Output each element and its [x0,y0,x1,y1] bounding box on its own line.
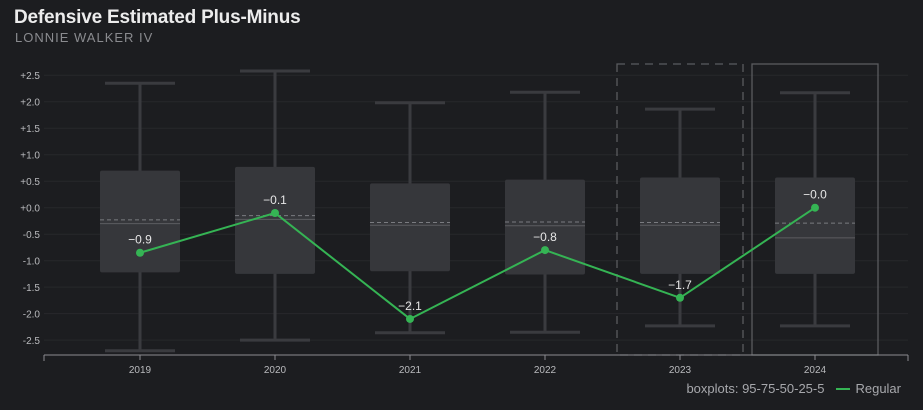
boxplot-2019 [100,81,180,353]
boxplot-2021 [370,101,450,335]
data-label: −2.1 [398,299,422,313]
data-point [406,314,414,323]
x-tick-label: 2022 [534,365,557,376]
data-label: −0.8 [533,230,557,244]
y-tick-label: +2.5 [20,71,40,82]
box [505,179,585,275]
series-line [139,206,816,321]
y-tick-label: +1.0 [20,151,40,162]
legend-swatch-regular [836,387,851,390]
series-regular [136,203,819,323]
y-tick-label: -1.0 [23,257,41,268]
y-tick-label: -1.5 [23,283,41,294]
data-labels: −0.9 −0.1 −2.1 −0.8 −1.7 −0.0 [128,188,827,313]
y-tick-label: +2.0 [20,98,40,109]
legend-label-regular: Regular [855,381,901,396]
boxplots [100,69,855,353]
x-tick-label: 2021 [399,365,422,376]
data-label: −0.9 [128,233,152,247]
box [640,177,720,274]
y-tick-label: -2.5 [23,336,41,347]
axes: +2.5 +2.0 +1.5 +1.0 +0.5 +0.0 -0.5 -1.0 -1.5 -2.0… [20,71,909,376]
box [235,166,315,274]
box [370,183,450,272]
data-label: −1.7 [668,278,692,292]
boxplot-2023 [640,107,720,328]
y-tick-label: +0.0 [20,204,40,215]
chart-subtitle: LONNIE WALKER IV [15,30,154,45]
y-tick-label: +0.5 [20,177,40,188]
y-tick-label: +1.5 [20,124,40,135]
gridlines [44,74,908,341]
boxplot-2024 [775,91,855,328]
data-label: −0.1 [263,193,287,207]
boxplot-2022 [505,90,585,334]
box [100,170,180,273]
x-tick-label: 2023 [669,365,692,376]
chart-footer: boxplots: 95-75-50-25-5 Regular [686,381,901,396]
data-point [136,248,144,257]
box [775,177,855,274]
y-tick-label: -2.0 [23,310,41,321]
boxplot-2020 [235,69,315,342]
boxplot-note: boxplots: 95-75-50-25-5 [686,381,825,396]
legend: Regular [836,381,901,396]
x-tick-label: 2024 [804,365,827,376]
y-tick-label: -0.5 [23,230,41,241]
data-label: −0.0 [803,188,827,202]
x-tick-label: 2020 [264,365,287,376]
x-tick-label: 2019 [129,365,152,376]
data-point [271,209,279,218]
data-point [676,293,684,302]
data-point [541,246,549,255]
chart-title: Defensive Estimated Plus-Minus [14,7,301,28]
data-point [811,203,819,212]
